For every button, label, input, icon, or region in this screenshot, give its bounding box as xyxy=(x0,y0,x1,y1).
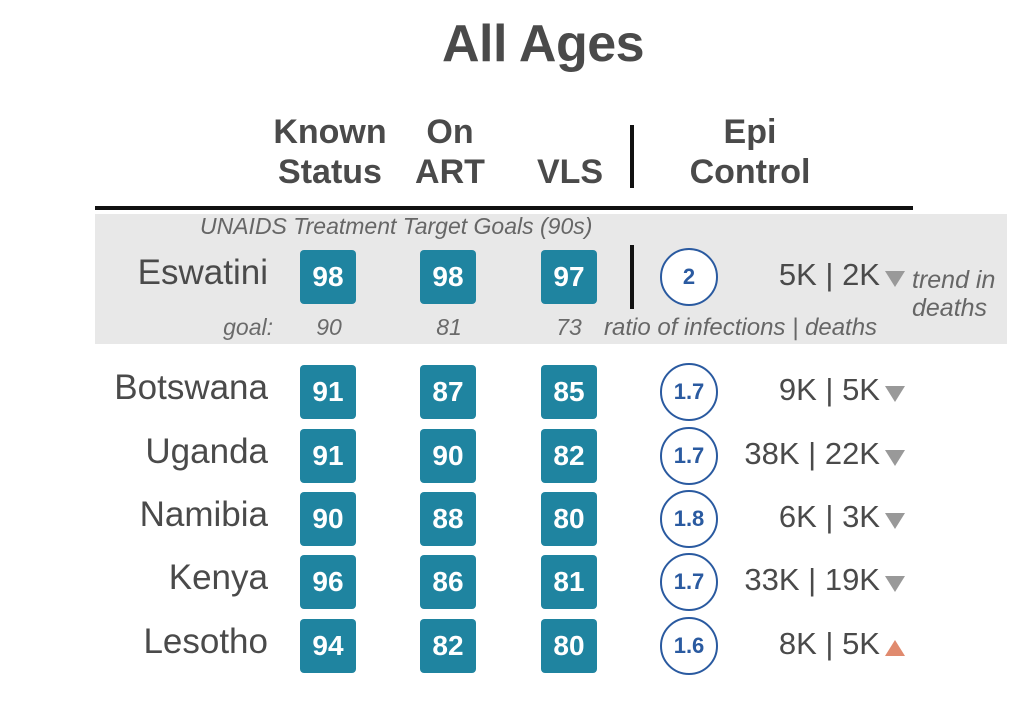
header-separator xyxy=(630,125,634,188)
infections-deaths-label: 8K | 5K xyxy=(778,626,880,661)
country-label: Botswana xyxy=(114,368,268,407)
trend-triangle xyxy=(885,271,905,287)
value-box-known-status: 96 xyxy=(300,555,356,609)
goal-known-status: 90 xyxy=(316,314,342,340)
value-box-vls: 80 xyxy=(541,492,597,546)
header-rule xyxy=(95,206,913,210)
country-label: Lesotho xyxy=(143,622,268,661)
goal-vls: 73 xyxy=(556,314,582,340)
value-box-known-status: 98 xyxy=(300,250,356,304)
value-box-known-status: 91 xyxy=(300,429,356,483)
goal-label: goal: xyxy=(223,314,273,340)
value-box-on-art: 98 xyxy=(420,250,476,304)
trend-down-icon xyxy=(885,271,905,287)
value-box-vls: 85 xyxy=(541,365,597,419)
ratio-circle: 1.6 xyxy=(660,617,718,675)
column-header-vls: VLS xyxy=(536,153,604,191)
trend-triangle xyxy=(885,640,905,656)
chart-title: All Ages xyxy=(441,15,645,73)
country-label: Uganda xyxy=(145,432,268,471)
ratio-circle: 2 xyxy=(660,248,718,306)
trend-down-icon xyxy=(885,386,905,402)
infections-deaths-label: 33K | 19K xyxy=(744,562,880,597)
infections-deaths-label: 38K | 22K xyxy=(744,436,880,471)
goal-on-art: 81 xyxy=(436,314,462,340)
trend-down-icon xyxy=(885,576,905,592)
trend-triangle xyxy=(885,386,905,402)
infections-deaths-label: 5K | 2K xyxy=(778,257,880,292)
infections-deaths-label: 6K | 3K xyxy=(778,499,880,534)
trend-triangle xyxy=(885,513,905,529)
trend-down-icon xyxy=(885,513,905,529)
trend-triangle xyxy=(885,450,905,466)
country-label: Eswatini xyxy=(137,253,268,292)
value-box-on-art: 82 xyxy=(420,619,476,673)
value-box-vls: 97 xyxy=(541,250,597,304)
trend-triangle xyxy=(885,576,905,592)
trend-up-icon xyxy=(885,640,905,656)
ratio-circle: 1.7 xyxy=(660,553,718,611)
infections-deaths-label: 9K | 5K xyxy=(778,372,880,407)
ratio-circle: 1.7 xyxy=(660,427,718,485)
value-box-vls: 80 xyxy=(541,619,597,673)
value-box-on-art: 88 xyxy=(420,492,476,546)
value-box-vls: 82 xyxy=(541,429,597,483)
trend-note: trend in deaths xyxy=(912,266,996,322)
column-header-known-status: Known Status xyxy=(273,113,387,191)
country-label: Kenya xyxy=(168,558,268,597)
value-box-known-status: 90 xyxy=(300,492,356,546)
ratio-circle: 1.7 xyxy=(660,363,718,421)
ratio-note: ratio of infections | deaths xyxy=(604,314,878,341)
column-header-epi-control: Epi Control xyxy=(689,113,811,191)
ratio-circle: 1.8 xyxy=(660,490,718,548)
value-box-known-status: 91 xyxy=(300,365,356,419)
value-box-on-art: 90 xyxy=(420,429,476,483)
column-header-on-art: On ART xyxy=(415,113,485,191)
highlight-separator xyxy=(630,245,634,309)
value-box-known-status: 94 xyxy=(300,619,356,673)
value-box-vls: 81 xyxy=(541,555,597,609)
value-box-on-art: 87 xyxy=(420,365,476,419)
value-box-on-art: 86 xyxy=(420,555,476,609)
trend-down-icon xyxy=(885,450,905,466)
country-label: Namibia xyxy=(139,495,268,534)
treatment-target-note: UNAIDS Treatment Target Goals (90s) xyxy=(200,213,593,239)
